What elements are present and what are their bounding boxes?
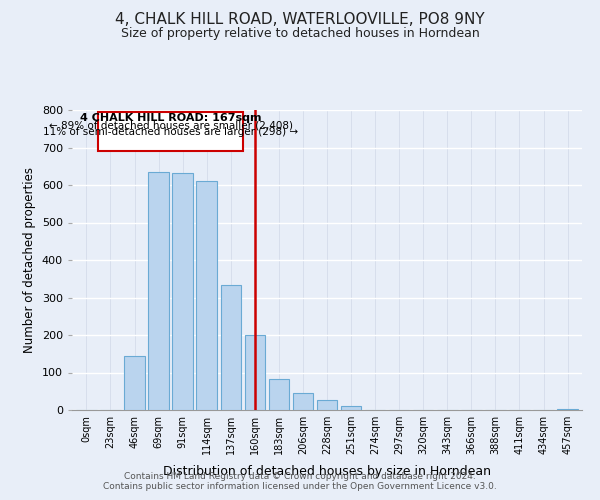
FancyBboxPatch shape <box>98 112 243 151</box>
Bar <box>148 172 169 410</box>
Text: Contains public sector information licensed under the Open Government Licence v3: Contains public sector information licen… <box>103 482 497 491</box>
Y-axis label: Number of detached properties: Number of detached properties <box>23 167 36 353</box>
Text: ← 89% of detached houses are smaller (2,408): ← 89% of detached houses are smaller (2,… <box>49 120 293 130</box>
Bar <box>172 173 193 410</box>
Text: Size of property relative to detached houses in Horndean: Size of property relative to detached ho… <box>121 28 479 40</box>
Bar <box>557 409 578 410</box>
Text: Contains HM Land Registry data © Crown copyright and database right 2024.: Contains HM Land Registry data © Crown c… <box>124 472 476 481</box>
Bar <box>293 393 313 410</box>
Bar <box>196 181 217 410</box>
Bar <box>341 406 361 410</box>
Bar <box>269 379 289 410</box>
Text: 4 CHALK HILL ROAD: 167sqm: 4 CHALK HILL ROAD: 167sqm <box>80 114 262 124</box>
Bar <box>245 335 265 410</box>
Bar <box>221 285 241 410</box>
Text: 11% of semi-detached houses are larger (298) →: 11% of semi-detached houses are larger (… <box>43 127 298 137</box>
X-axis label: Distribution of detached houses by size in Horndean: Distribution of detached houses by size … <box>163 466 491 478</box>
Bar <box>124 356 145 410</box>
Text: 4, CHALK HILL ROAD, WATERLOOVILLE, PO8 9NY: 4, CHALK HILL ROAD, WATERLOOVILLE, PO8 9… <box>115 12 485 28</box>
Bar <box>317 400 337 410</box>
